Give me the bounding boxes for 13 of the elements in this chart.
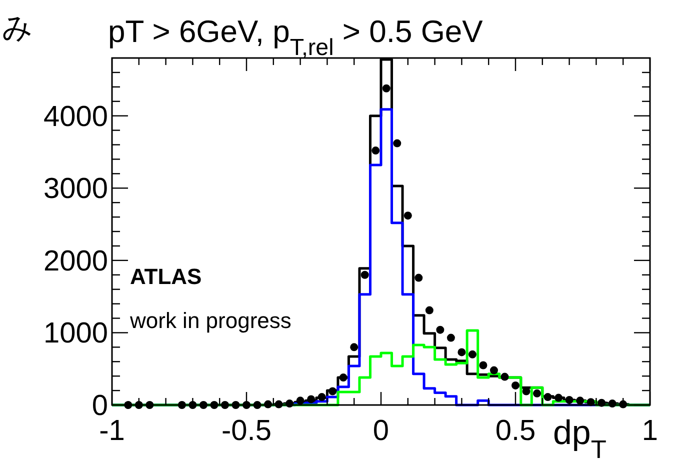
x-tick-label: 0 bbox=[372, 415, 390, 447]
y-axis-title: み bbox=[2, 12, 33, 45]
x-tick-label: 1 bbox=[642, 415, 658, 447]
annotation: ATLAS bbox=[130, 264, 202, 289]
y-tick-label: 2000 bbox=[43, 245, 108, 278]
y-tick-label: 3000 bbox=[43, 173, 108, 206]
chart-title: pT > 6GeV, p$_{T,rel}$ > 0.5 GeV bbox=[108, 14, 484, 60]
x-axis-title: dp$_{T}$ bbox=[553, 414, 606, 459]
x-tick-label: -0.5 bbox=[222, 415, 272, 447]
x-tick-label: 0.5 bbox=[495, 415, 536, 447]
annotation: work in progress bbox=[129, 308, 292, 333]
y-tick-label: 1000 bbox=[43, 318, 108, 350]
y-tick-label: 4000 bbox=[43, 100, 108, 133]
